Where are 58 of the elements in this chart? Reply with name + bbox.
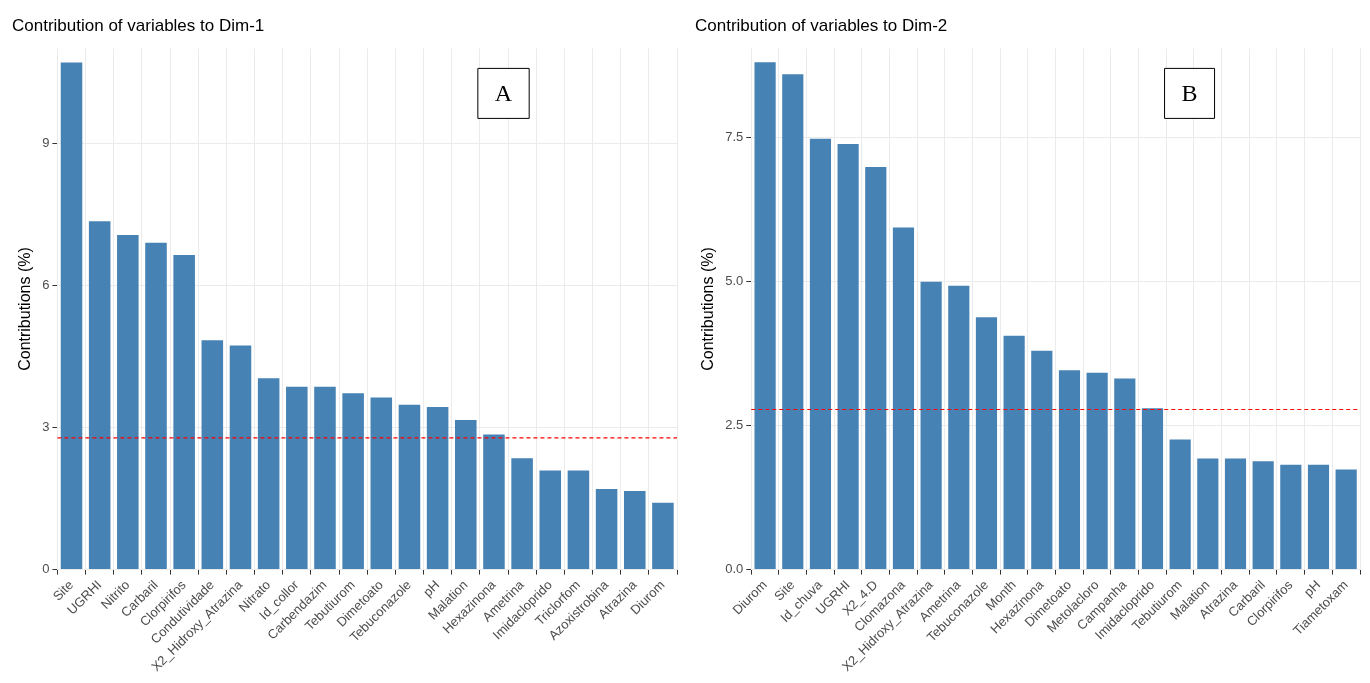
bar (483, 434, 505, 570)
y-tick-label: 7.5 (725, 129, 744, 145)
y-tick-label: 2.5 (725, 417, 744, 433)
bar (60, 62, 83, 570)
y-tick-label: 0 (42, 561, 50, 577)
bar (1141, 408, 1164, 570)
bar (398, 404, 421, 570)
bar (837, 144, 859, 570)
bar (1003, 335, 1025, 570)
bar (1280, 464, 1302, 570)
bar (920, 281, 942, 570)
y-tick-label: 0.0 (725, 561, 744, 577)
bar (892, 227, 915, 570)
bar (426, 407, 449, 570)
bar (314, 386, 336, 570)
chart-title: Contribution of variables to Dim-1 (12, 15, 265, 35)
bar (754, 62, 776, 570)
bar (1058, 370, 1081, 570)
bar (88, 221, 111, 570)
bar (1169, 439, 1191, 570)
bar (1197, 458, 1219, 570)
bar (117, 235, 139, 570)
bar (809, 138, 832, 570)
bar (229, 345, 252, 570)
bar (286, 386, 308, 570)
y-axis-title: Contributions (%) (699, 247, 717, 371)
annotation: A (494, 79, 513, 106)
annotation: B (1181, 79, 1198, 106)
bar (652, 502, 674, 570)
bar (539, 470, 562, 570)
bar (511, 458, 533, 570)
y-tick-label: 3 (42, 419, 50, 435)
bar (595, 489, 618, 570)
bar (1114, 378, 1136, 570)
bar (865, 167, 887, 570)
bar (1086, 372, 1108, 570)
bar (567, 470, 590, 570)
chart-title: Contribution of variables to Dim-2 (695, 15, 948, 35)
bar (145, 242, 167, 570)
bar (173, 254, 195, 570)
bar (1031, 350, 1053, 570)
bar (948, 285, 970, 570)
bar (342, 393, 364, 570)
y-tick-label: 9 (42, 134, 50, 150)
bar (455, 419, 477, 570)
bar (257, 378, 280, 570)
bar (1224, 458, 1247, 570)
bar (1252, 461, 1274, 570)
y-tick-label: 6 (42, 276, 50, 292)
y-axis-title: Contributions (%) (16, 247, 34, 371)
bar (370, 397, 393, 570)
bar (1335, 469, 1357, 570)
bar (975, 317, 998, 570)
y-tick-label: 5.0 (725, 273, 744, 289)
bar (201, 340, 224, 570)
bar (623, 490, 646, 570)
bar (1307, 464, 1330, 570)
bar (782, 74, 804, 570)
